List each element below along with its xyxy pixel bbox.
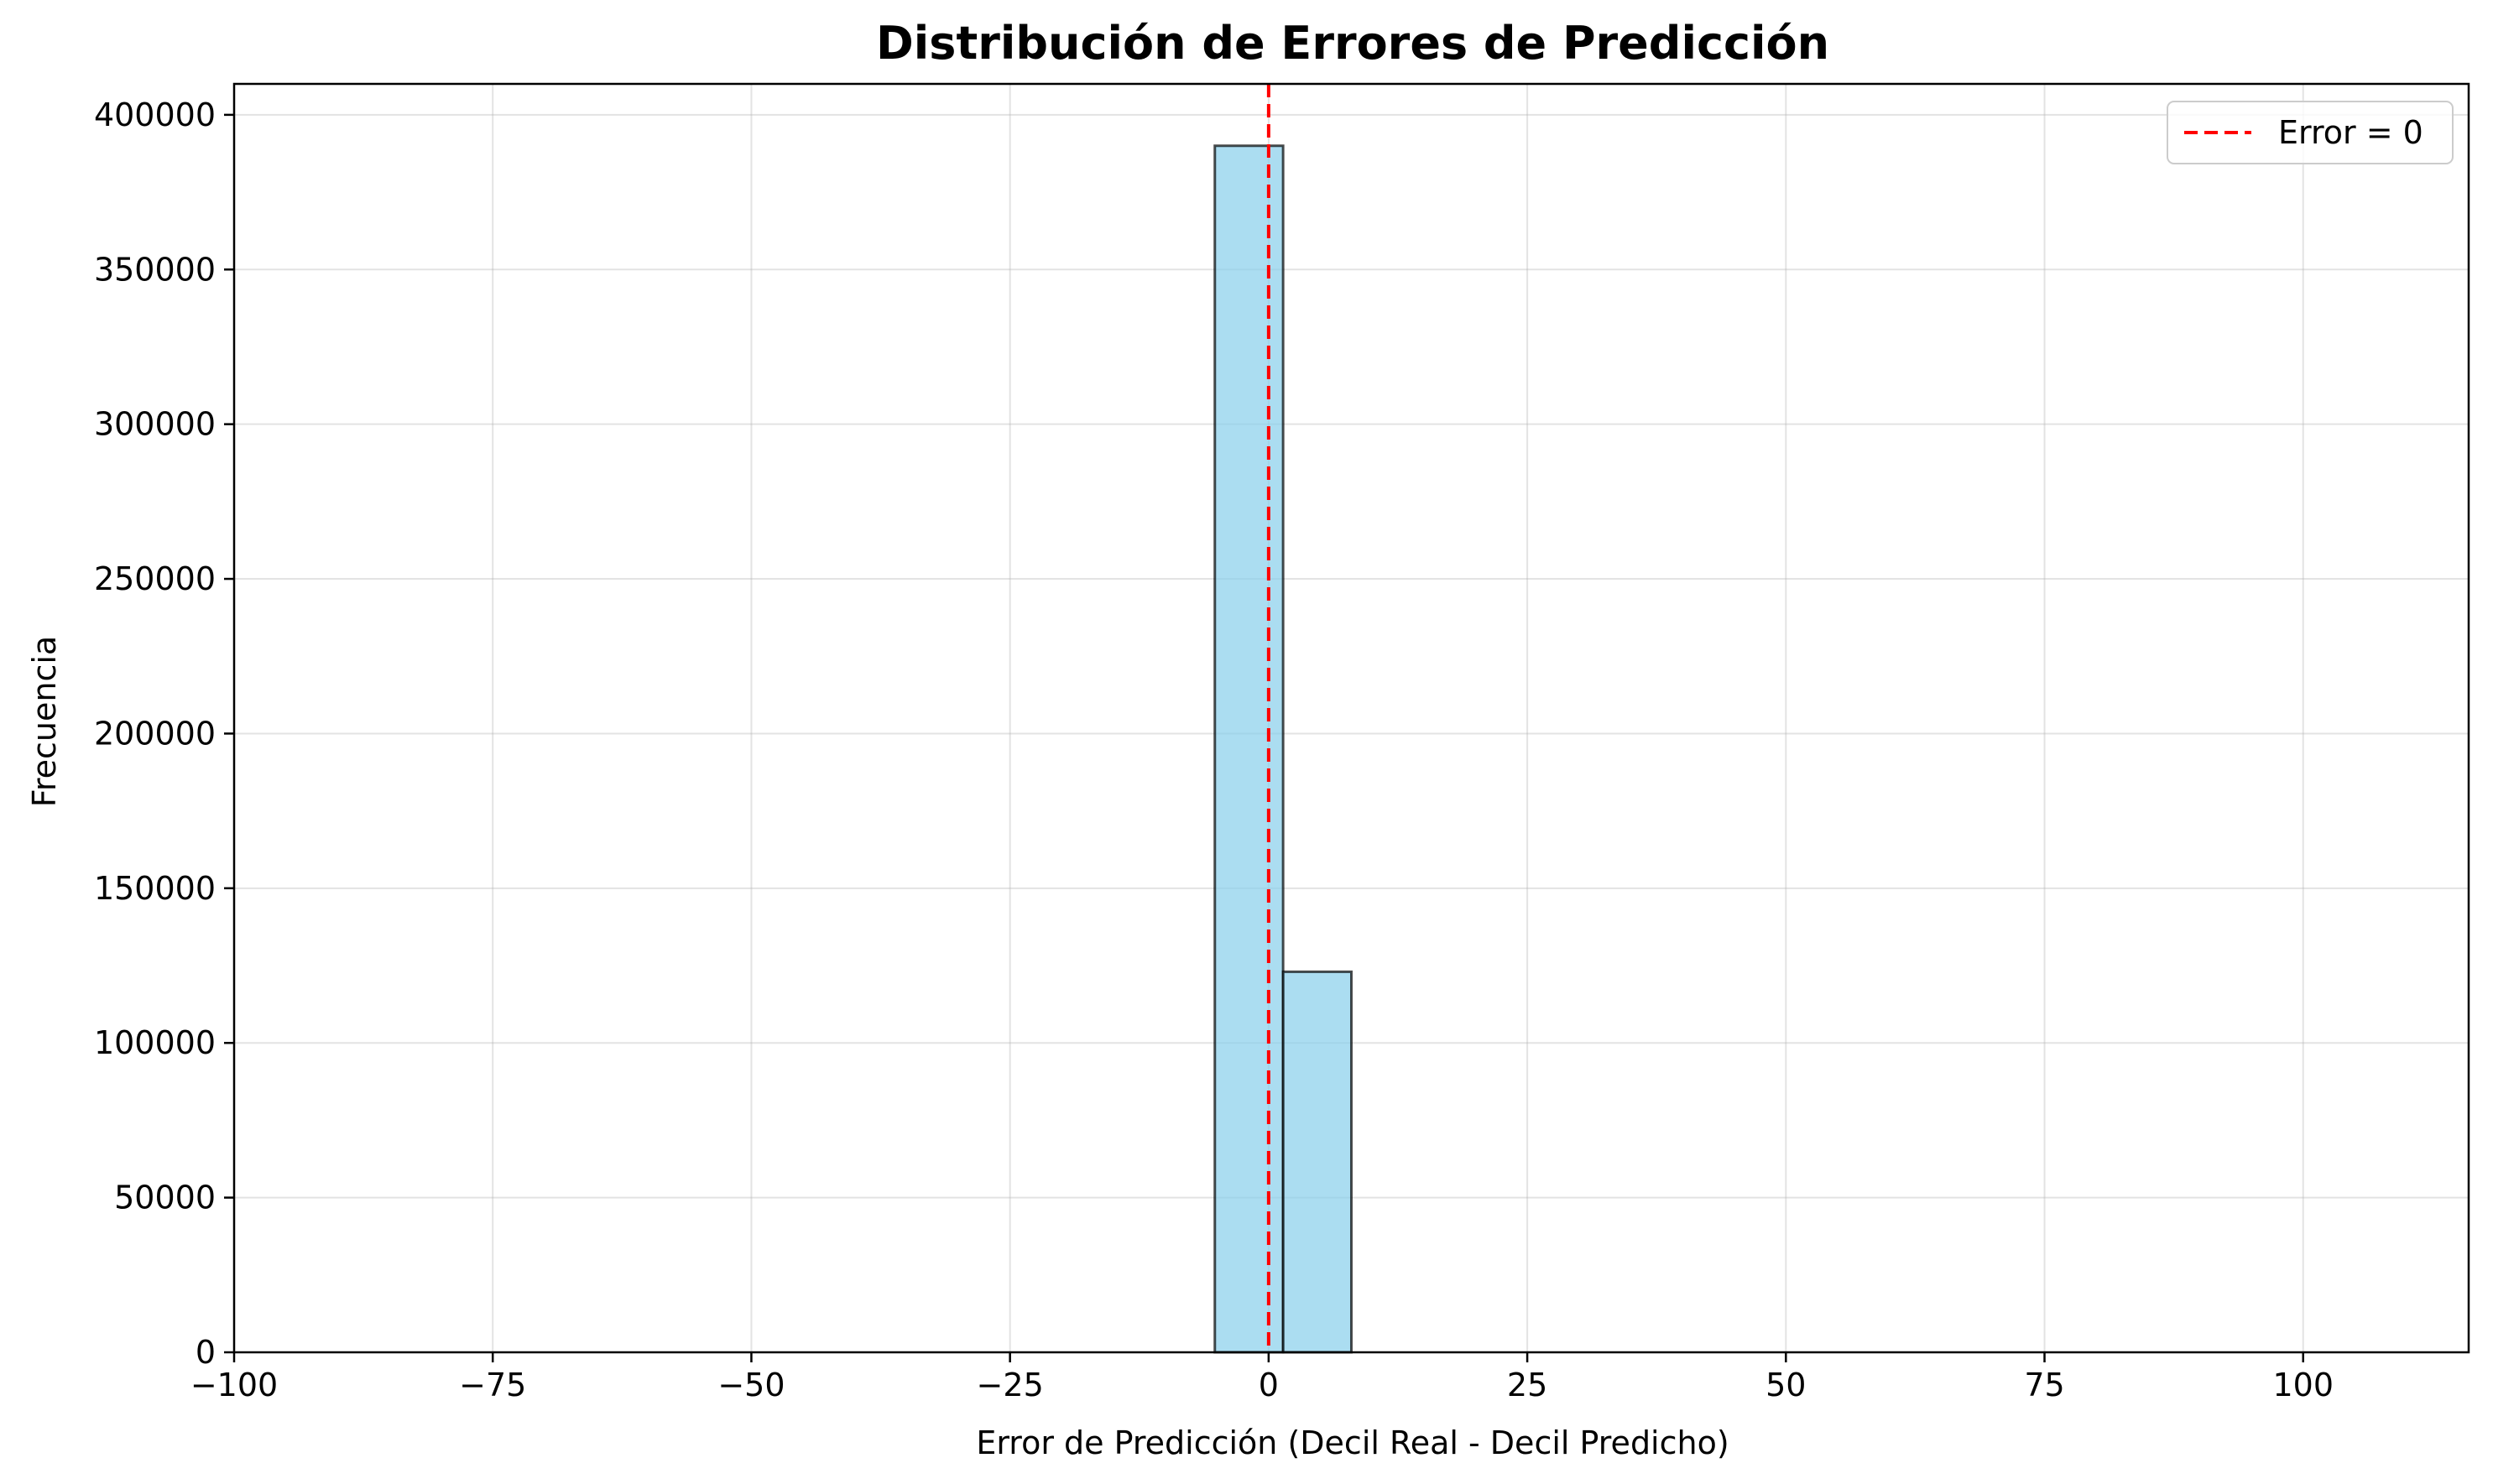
x-tick-label: 100 — [2272, 1367, 2334, 1403]
histogram-bar — [1213, 144, 1285, 1354]
y-tick-label: 400000 — [94, 96, 216, 133]
y-tick-label: 250000 — [94, 560, 216, 597]
y-tick-label: 0 — [196, 1334, 216, 1371]
y-tick-label: 150000 — [94, 870, 216, 907]
x-tick-label: −75 — [459, 1367, 526, 1403]
x-tick-label: −50 — [717, 1367, 785, 1403]
chart-title: Distribución de Errores de Predicción — [876, 17, 1829, 70]
histogram-bar — [1281, 970, 1353, 1354]
x-tick-label: 0 — [1259, 1367, 1279, 1403]
legend-box — [2167, 101, 2454, 164]
y-tick-label: 200000 — [94, 715, 216, 752]
x-axis-ticks: −100 −75 −50 −25 0 25 50 75 100 — [190, 1352, 2334, 1403]
x-tick-label: 50 — [1765, 1367, 1806, 1403]
y-axis-ticks: 0 50000 100000 150000 200000 250000 300000 3500… — [94, 96, 234, 1371]
plot-frame — [232, 82, 2470, 1354]
x-tick-label: −25 — [977, 1367, 1044, 1403]
x-tick-label: −100 — [190, 1367, 278, 1403]
legend: Error = 0 — [2167, 101, 2454, 164]
y-tick-label: 100000 — [94, 1024, 216, 1061]
legend-label: Error = 0 — [2278, 114, 2423, 151]
y-axis-label: Frecuencia — [26, 636, 63, 807]
y-tick-label: 350000 — [94, 251, 216, 288]
x-tick-label: 25 — [1507, 1367, 1547, 1403]
y-tick-label: 300000 — [94, 406, 216, 443]
histogram-bars — [1213, 144, 1353, 1354]
x-axis-label: Error de Predicción (Decil Real - Decil … — [976, 1424, 1729, 1461]
y-tick-label: 50000 — [114, 1179, 216, 1216]
x-tick-label: 75 — [2024, 1367, 2064, 1403]
